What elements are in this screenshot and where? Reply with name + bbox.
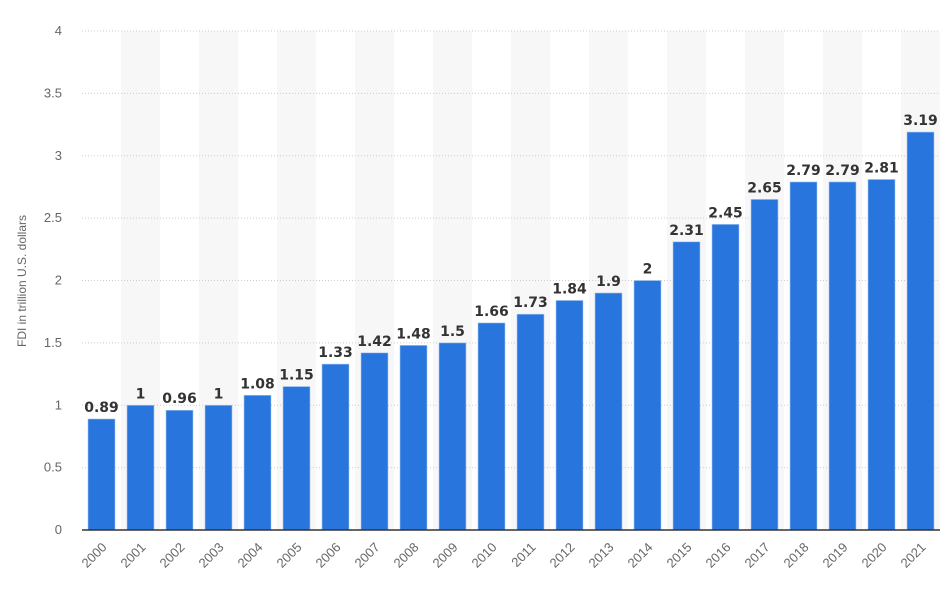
data-label: 2.31 — [669, 223, 704, 239]
bar-2019 — [828, 181, 857, 531]
x-tick-label: 2006 — [313, 540, 344, 571]
y-tick-label: 4 — [55, 23, 62, 38]
data-label: 1.08 — [240, 376, 275, 392]
data-label: 1 — [136, 386, 146, 402]
data-label: 0.89 — [84, 400, 119, 416]
x-tick-label: 2005 — [274, 540, 305, 571]
bar-2017 — [750, 199, 779, 531]
data-label: 3.19 — [903, 113, 938, 129]
bar-2021 — [906, 131, 935, 531]
bar-2015 — [672, 241, 701, 531]
y-tick-label: 0 — [55, 522, 62, 537]
x-tick-label: 2015 — [664, 540, 695, 571]
bar-2009 — [438, 342, 467, 531]
y-tick-label: 3.5 — [44, 85, 62, 100]
bar-2011 — [516, 313, 545, 531]
bar-2002 — [165, 409, 194, 531]
x-tick-label: 2011 — [508, 540, 538, 570]
y-tick-label: 2.5 — [44, 210, 62, 225]
bar-2018 — [789, 181, 818, 531]
x-tick-label: 2013 — [586, 540, 617, 571]
data-label: 2.81 — [864, 160, 899, 176]
data-label: 0.96 — [162, 391, 197, 407]
data-label: 2.79 — [825, 163, 860, 179]
bars — [87, 131, 935, 531]
bar-2000 — [87, 418, 116, 531]
bar-2001 — [126, 404, 155, 531]
data-label: 1.48 — [396, 326, 431, 342]
x-tick-label: 2007 — [352, 540, 383, 571]
data-label: 1.84 — [552, 281, 587, 297]
x-tick-label: 2003 — [196, 540, 227, 571]
x-tick-label: 2014 — [625, 540, 656, 571]
x-tick-label: 2000 — [79, 540, 110, 571]
x-tick-label: 2009 — [430, 540, 461, 571]
y-tick-label: 2 — [55, 273, 62, 288]
data-label: 2.45 — [708, 205, 743, 221]
data-label: 1.73 — [513, 295, 548, 311]
x-tick-label: 2017 — [742, 540, 773, 571]
x-tick-label: 2012 — [547, 540, 578, 571]
y-tick-label: 0.5 — [44, 460, 62, 475]
y-tick-label: 3 — [55, 148, 62, 163]
x-tick-label: 2016 — [703, 540, 734, 571]
data-label: 1.9 — [596, 274, 621, 290]
bar-2006 — [321, 363, 350, 531]
x-axis-ticks: 2000 2001 2002 2003 2004 2005 2006 2007 2008 2009… — [79, 540, 929, 571]
data-label: 1.15 — [279, 368, 314, 384]
x-tick-label: 2021 — [898, 540, 929, 571]
data-label: 1.5 — [440, 324, 465, 340]
data-label: 2.65 — [747, 180, 782, 196]
y-axis-label: FDI in trillion U.S. dollars — [15, 215, 29, 347]
x-tick-label: 2018 — [781, 540, 812, 571]
data-label: 1 — [214, 386, 224, 402]
data-label: 1.33 — [318, 345, 353, 361]
x-tick-label: 2010 — [469, 540, 500, 571]
x-tick-label: 2004 — [235, 540, 266, 571]
bar-2004 — [243, 394, 272, 531]
bar-2014 — [633, 280, 662, 531]
data-labels: 0.89 1 0.96 1 1.081.151.331.42 1.48 1.5 1.661.7… — [84, 113, 938, 416]
data-label: 1.42 — [357, 334, 392, 350]
y-tick-label: 1 — [55, 397, 62, 412]
bar-2020 — [867, 179, 896, 531]
bar-2012 — [555, 300, 584, 531]
y-tick-label: 1.5 — [44, 335, 62, 350]
x-tick-label: 2019 — [820, 540, 851, 571]
bar-2013 — [594, 292, 623, 531]
bar-2008 — [399, 345, 428, 531]
x-tick-label: 2001 — [118, 540, 149, 571]
data-label: 2 — [643, 262, 653, 278]
bar-2003 — [204, 404, 233, 531]
x-tick-label: 2020 — [859, 540, 890, 571]
x-tick-label: 2002 — [157, 540, 188, 571]
y-axis-ticks: 0 0.5 1 1.5 2 2.5 3 3.5 4 — [44, 23, 62, 537]
data-label: 2.79 — [786, 163, 821, 179]
bar-2016 — [711, 224, 740, 531]
bar-2010 — [477, 322, 506, 531]
bar-2007 — [360, 352, 389, 531]
bar-2005 — [282, 386, 311, 531]
data-label: 1.66 — [474, 304, 509, 320]
x-tick-label: 2008 — [391, 540, 422, 571]
